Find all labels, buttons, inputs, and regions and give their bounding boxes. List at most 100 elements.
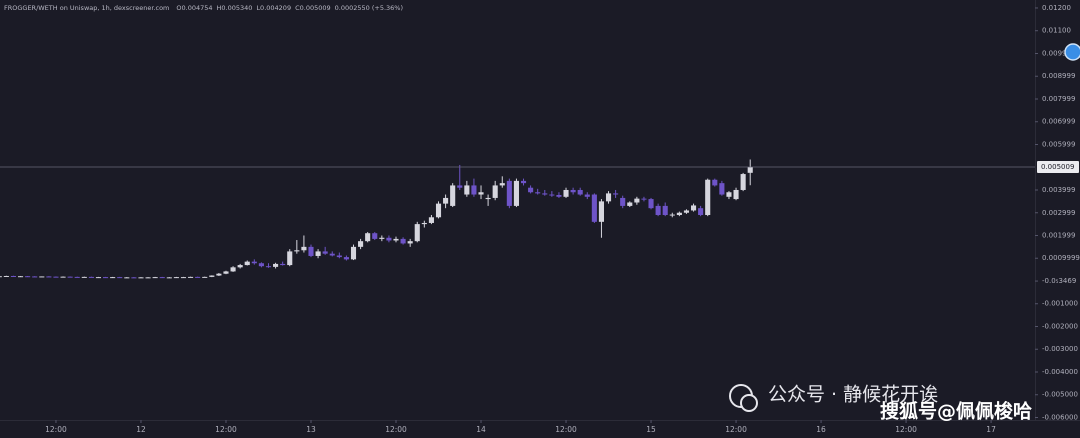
candle-body [223,271,229,274]
candle-body [520,180,527,184]
ohlc-label: H0.005340 [216,4,253,12]
candle-body [315,251,321,256]
x-tick-label: 16 [816,425,826,434]
x-tick-label: 12 [136,425,146,434]
candle-body [712,179,718,186]
candle-body [209,275,215,277]
candle-body [747,167,753,173]
candle-body [563,189,569,197]
candle-body [237,265,243,268]
y-tick-label: 0.003999 [1042,186,1075,194]
candle-body [698,208,704,216]
candle-body [17,276,24,278]
candle-body [32,276,38,278]
candle-body [400,238,406,244]
y-tick-label: 0.006999 [1042,118,1075,126]
candle-body [188,276,194,278]
candle-body [499,183,505,186]
candle-body [53,276,59,278]
x-tick-label: 12:00 [725,425,747,434]
y-tick-label: 0.001999 [1042,232,1075,240]
candle-body [159,277,165,279]
candle-body [138,277,144,279]
candle-body [60,276,66,278]
candle-body [733,189,739,200]
x-tick-label: 12:00 [215,425,237,434]
candle-body [407,241,413,244]
ohlc-label: C0.005009 [295,4,331,12]
ohlc-label: 0.0002550 (+5.36%) [334,4,404,12]
y-tick-label: 0.008999 [1042,72,1075,80]
ohlc-label: O0.004754 [176,4,213,12]
candle-body [81,276,87,278]
candle-body [258,263,264,267]
candle-body [322,251,328,254]
x-tick-label: 12:00 [555,425,577,434]
candle-body [556,194,562,197]
y-tick-label: 0.01200 [1042,4,1071,12]
candle-body [343,257,349,260]
candle-body [435,203,442,218]
candle-body [450,185,456,206]
candle-body [542,193,548,195]
candle-body [117,277,123,279]
candle-body [273,263,279,267]
y-tick-label: -0.0₅3469 [1042,277,1076,285]
candle-body [740,174,746,190]
y-tick-label: -0.001000 [1042,300,1078,308]
x-tick-label: 15 [646,425,656,434]
candle-body [372,233,378,239]
candle-body [180,277,187,279]
x-tick-label: 13 [306,425,316,434]
scale-button[interactable] [1064,43,1080,61]
candle-body [244,261,250,266]
candle-body [627,202,633,206]
candle-body [421,222,427,225]
candle-body [216,273,222,276]
candle-body [513,180,519,206]
candle-body [124,277,130,279]
y-tick-label: 0.0009999 [1042,254,1080,262]
candle-body [336,255,342,258]
candle-body [591,194,597,222]
candle-body [584,194,590,197]
candle-body [230,267,236,272]
candle-body [457,185,463,188]
candle-body [10,275,17,277]
candle-body [103,277,109,279]
candle-body [655,205,661,216]
candle-body [287,251,293,266]
candle-body [39,276,45,278]
watermark-text: 搜狐号@佩佩梭哈 [880,400,1032,423]
last-price-box [1037,161,1079,174]
candle-body [662,205,668,216]
ohlc-label: L0.004209 [256,4,292,12]
x-tick-label: 14 [476,425,486,434]
candle-body [308,246,314,256]
candle-body [414,224,420,242]
watermark: 公众号 · 静候花开诶 搜狐号@佩佩梭哈 [729,384,1032,423]
candle-body [365,233,371,242]
candle-body [428,217,434,223]
candle-body [152,277,158,279]
x-tick-label: 12:00 [385,425,407,434]
last-price-label: 0.005009 [1041,163,1074,171]
candle-body [202,276,208,278]
candle-body [669,214,675,216]
candle-body [393,238,399,241]
candle-body [265,266,272,268]
chart-title: FROGGER/WETH on Uniswap, 1h, dexscreener… [4,4,170,12]
candle-body [506,180,512,206]
candle-body [88,276,94,278]
x-tick-label: 12:00 [895,425,917,434]
candle-body [379,237,385,239]
candle-body [67,276,73,278]
candle-body [95,277,102,279]
candle-body [166,277,172,279]
candle-body [549,194,555,196]
legend: FROGGER/WETH on Uniswap, 1h, dexscreener… [4,4,403,12]
candle-body [386,237,392,241]
